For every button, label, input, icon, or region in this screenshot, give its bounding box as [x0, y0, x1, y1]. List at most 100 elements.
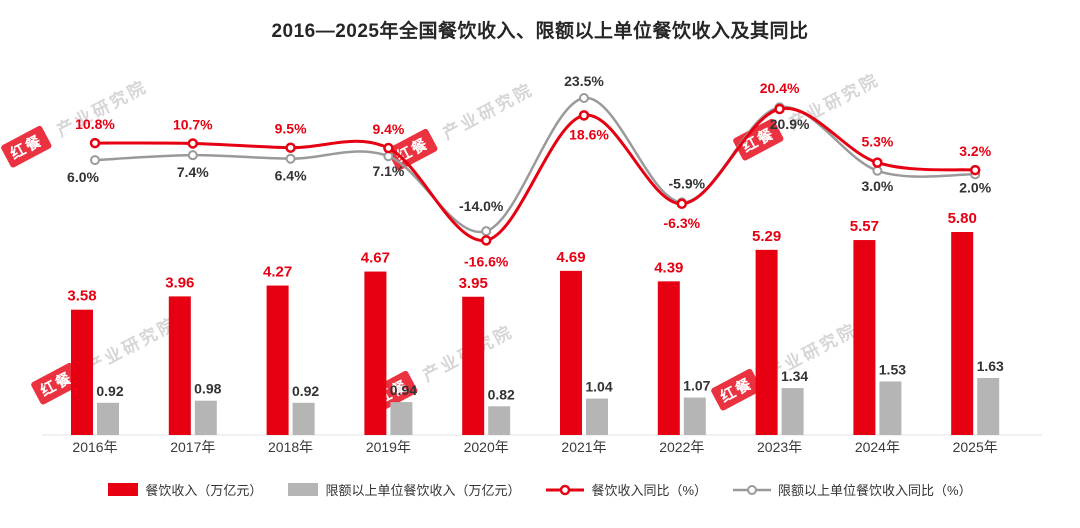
bar-above-quota-revenue-label: 1.53	[879, 361, 906, 377]
bar-above-quota-revenue	[194, 400, 217, 435]
chart-legend: 餐饮收入（万亿元） 限额以上单位餐饮收入（万亿元） 餐饮收入同比（%） 限额以上…	[0, 480, 1080, 499]
bar-catering-revenue-label: 5.57	[850, 218, 879, 235]
bar-catering-revenue	[657, 281, 680, 435]
marker-catering-yoy	[285, 142, 296, 153]
legend-swatch-red-line	[546, 484, 585, 495]
marker-above-quota-yoy	[579, 93, 589, 103]
label-above-quota-yoy: 7.1%	[372, 163, 404, 179]
x-axis-label: 2017年	[170, 439, 215, 455]
x-axis-label: 2018年	[268, 439, 313, 455]
label-catering-yoy: 10.7%	[173, 116, 213, 132]
label-above-quota-yoy: 7.4%	[177, 164, 209, 180]
legend-label: 餐饮收入同比（%）	[591, 483, 708, 498]
legend-item-catering-yoy: 餐饮收入同比（%）	[546, 480, 707, 499]
label-above-quota-yoy: -5.9%	[669, 175, 706, 191]
marker-above-quota-yoy	[90, 155, 100, 166]
bar-above-quota-revenue	[488, 406, 511, 435]
x-axis-label: 2019年	[366, 439, 411, 455]
bar-above-quota-revenue-label: 1.04	[585, 379, 612, 395]
marker-catering-yoy	[872, 157, 883, 168]
bar-above-quota-revenue	[879, 381, 902, 435]
x-axis-label: 2025年	[953, 439, 998, 455]
label-above-quota-yoy: 6.0%	[67, 169, 99, 185]
label-catering-yoy: 10.8%	[75, 116, 115, 132]
label-above-quota-yoy: 20.9%	[770, 116, 810, 132]
label-above-quota-yoy: 3.0%	[861, 178, 893, 194]
x-axis-label: 2020年	[464, 439, 509, 455]
bar-above-quota-revenue-label: 0.92	[96, 383, 123, 399]
bar-catering-revenue-label: 5.29	[752, 228, 781, 245]
marker-above-quota-yoy	[187, 150, 198, 161]
marker-catering-yoy	[480, 235, 492, 246]
bar-catering-revenue	[364, 271, 387, 435]
label-catering-yoy: 20.4%	[760, 80, 800, 96]
label-catering-yoy: 9.5%	[275, 121, 307, 137]
label-above-quota-yoy: 6.4%	[275, 168, 307, 184]
bar-above-quota-revenue	[977, 377, 1000, 435]
bar-catering-revenue-label: 3.96	[165, 274, 194, 291]
label-catering-yoy: 3.2%	[959, 143, 991, 159]
legend-label: 限额以上单位餐饮收入（万亿元）	[325, 483, 521, 498]
legend-swatch-gray-line	[733, 484, 772, 495]
bar-catering-revenue-label: 5.80	[948, 210, 977, 227]
bar-catering-revenue-label: 3.95	[459, 275, 488, 292]
label-catering-yoy: 18.6%	[569, 126, 609, 142]
bar-above-quota-revenue-label: 1.63	[977, 358, 1004, 374]
bar-above-quota-revenue	[586, 398, 608, 435]
legend-swatch-red-bar	[108, 483, 139, 496]
marker-catering-yoy	[383, 142, 394, 154]
bar-catering-revenue	[951, 232, 974, 435]
bar-above-quota-revenue	[292, 402, 315, 435]
bar-above-quota-revenue-label: 1.07	[683, 378, 710, 394]
combo-chart: 2016年 2017年 2018年 2019年 2020年 2021年 2022年 2023年…	[42, 73, 1042, 455]
bar-catering-revenue-label: 4.27	[263, 264, 292, 281]
label-catering-yoy: -16.6%	[464, 253, 509, 269]
bar-catering-revenue	[755, 249, 778, 435]
legend-label: 限额以上单位餐饮收入同比（%）	[778, 483, 972, 498]
legend-item-catering-revenue: 餐饮收入（万亿元）	[108, 480, 262, 499]
bar-catering-revenue-label: 4.67	[361, 250, 390, 267]
bar-above-quota-revenue-label: 0.92	[292, 383, 319, 399]
bar-catering-revenue	[560, 270, 582, 435]
line-above-quota-yoy	[94, 96, 976, 234]
bar-catering-revenue	[71, 309, 93, 435]
x-axis-label: 2016年	[72, 439, 117, 455]
label-above-quota-yoy: 23.5%	[564, 73, 604, 89]
bar-catering-revenue	[266, 285, 289, 435]
x-axis-label: 2024年	[855, 439, 900, 455]
legend-label: 餐饮收入（万亿元）	[145, 483, 263, 498]
label-above-quota-yoy: 2.0%	[959, 179, 991, 195]
label-catering-yoy: -6.3%	[664, 215, 701, 231]
marker-above-quota-yoy	[285, 153, 296, 164]
marker-catering-yoy	[578, 110, 590, 121]
bar-above-quota-revenue-label: 0.98	[194, 381, 221, 397]
bar-catering-revenue-label: 4.69	[556, 249, 585, 266]
bar-above-quota-revenue	[781, 388, 804, 435]
bar-above-quota-revenue	[683, 397, 706, 435]
legend-swatch-gray-bar	[288, 483, 319, 496]
legend-item-above-quota-yoy: 限额以上单位餐饮收入同比（%）	[733, 480, 972, 499]
marker-above-quota-yoy	[872, 165, 883, 176]
label-above-quota-yoy: -14.0%	[459, 198, 504, 214]
label-catering-yoy: 5.3%	[861, 134, 893, 150]
marker-above-quota-yoy	[481, 226, 492, 237]
marker-above-quota-yoy	[383, 151, 394, 162]
marker-catering-yoy	[187, 138, 199, 149]
x-axis-label: 2022年	[659, 439, 704, 455]
bar-above-quota-revenue-label: 1.34	[781, 368, 808, 384]
bar-catering-revenue	[168, 296, 191, 435]
bar-catering-revenue	[853, 240, 876, 435]
bar-above-quota-revenue	[390, 402, 413, 435]
legend-item-above-quota-revenue: 限额以上单位餐饮收入（万亿元）	[288, 480, 520, 499]
bar-above-quota-revenue-label: 0.82	[488, 386, 515, 402]
page-title: 2016—2025年全国餐饮收入、限额以上单位餐饮收入及其同比	[271, 21, 809, 42]
bar-catering-revenue	[462, 296, 485, 435]
bar-above-quota-revenue-label: 0.94	[390, 382, 417, 398]
line-catering-yoy	[94, 106, 976, 242]
bar-catering-revenue-label: 4.39	[654, 259, 683, 276]
x-axis-label: 2023年	[757, 439, 802, 455]
marker-catering-yoy	[774, 103, 785, 115]
bar-above-quota-revenue	[97, 402, 119, 435]
x-axis-label: 2021年	[561, 439, 606, 455]
marker-catering-yoy	[676, 198, 688, 210]
